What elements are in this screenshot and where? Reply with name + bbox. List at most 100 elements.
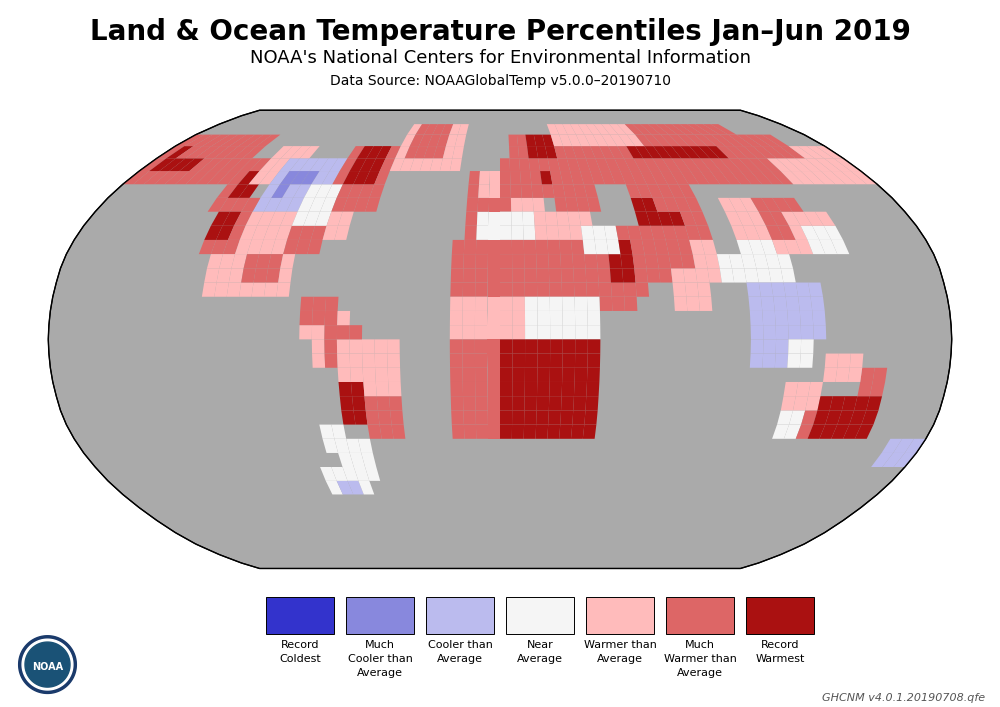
Polygon shape bbox=[701, 240, 717, 254]
Polygon shape bbox=[433, 146, 446, 158]
Polygon shape bbox=[650, 226, 666, 240]
Polygon shape bbox=[298, 198, 315, 211]
Polygon shape bbox=[627, 134, 644, 146]
Polygon shape bbox=[487, 325, 500, 339]
Polygon shape bbox=[475, 297, 488, 311]
Polygon shape bbox=[674, 198, 691, 211]
Polygon shape bbox=[542, 185, 554, 198]
Polygon shape bbox=[693, 254, 708, 269]
Polygon shape bbox=[562, 311, 575, 325]
Polygon shape bbox=[293, 185, 311, 198]
Polygon shape bbox=[855, 425, 873, 439]
Polygon shape bbox=[788, 325, 801, 339]
Polygon shape bbox=[312, 354, 325, 368]
Polygon shape bbox=[219, 254, 235, 269]
Polygon shape bbox=[380, 425, 394, 439]
Polygon shape bbox=[669, 211, 685, 226]
Polygon shape bbox=[598, 269, 611, 283]
Polygon shape bbox=[189, 158, 214, 171]
Polygon shape bbox=[512, 425, 524, 439]
Polygon shape bbox=[623, 283, 637, 297]
Polygon shape bbox=[300, 146, 320, 158]
Polygon shape bbox=[199, 240, 216, 254]
Polygon shape bbox=[341, 410, 355, 425]
Polygon shape bbox=[866, 396, 882, 410]
Polygon shape bbox=[743, 146, 767, 158]
Polygon shape bbox=[753, 134, 780, 146]
Polygon shape bbox=[322, 171, 340, 185]
Polygon shape bbox=[463, 382, 475, 396]
Polygon shape bbox=[240, 226, 257, 240]
Polygon shape bbox=[719, 158, 741, 171]
Polygon shape bbox=[476, 254, 488, 269]
Polygon shape bbox=[537, 382, 550, 396]
Polygon shape bbox=[552, 185, 565, 198]
Polygon shape bbox=[343, 467, 358, 481]
Polygon shape bbox=[269, 211, 286, 226]
Polygon shape bbox=[352, 396, 366, 410]
Polygon shape bbox=[452, 425, 465, 439]
Polygon shape bbox=[771, 283, 786, 297]
Polygon shape bbox=[500, 254, 512, 269]
Polygon shape bbox=[671, 146, 691, 158]
Polygon shape bbox=[596, 254, 610, 269]
Polygon shape bbox=[280, 254, 295, 269]
Polygon shape bbox=[579, 211, 593, 226]
Polygon shape bbox=[489, 185, 500, 198]
Polygon shape bbox=[750, 198, 770, 211]
Polygon shape bbox=[817, 396, 833, 410]
Polygon shape bbox=[428, 134, 441, 146]
Polygon shape bbox=[253, 198, 271, 211]
Polygon shape bbox=[695, 124, 720, 134]
Polygon shape bbox=[679, 124, 703, 134]
Polygon shape bbox=[500, 171, 510, 185]
Polygon shape bbox=[559, 240, 572, 254]
Polygon shape bbox=[338, 453, 354, 467]
Polygon shape bbox=[536, 254, 549, 269]
Polygon shape bbox=[741, 254, 756, 269]
Polygon shape bbox=[787, 311, 801, 325]
Polygon shape bbox=[19, 636, 76, 694]
Text: Average: Average bbox=[357, 668, 403, 678]
Polygon shape bbox=[500, 269, 512, 283]
Polygon shape bbox=[500, 382, 512, 396]
Polygon shape bbox=[576, 198, 590, 211]
Polygon shape bbox=[424, 146, 437, 158]
Polygon shape bbox=[586, 382, 599, 396]
Polygon shape bbox=[509, 146, 519, 158]
Polygon shape bbox=[834, 158, 861, 171]
Polygon shape bbox=[686, 297, 700, 311]
Polygon shape bbox=[636, 185, 652, 198]
Polygon shape bbox=[808, 240, 825, 254]
Polygon shape bbox=[841, 171, 867, 185]
Polygon shape bbox=[781, 211, 801, 226]
Polygon shape bbox=[624, 158, 640, 171]
Polygon shape bbox=[354, 467, 369, 481]
Polygon shape bbox=[369, 185, 385, 198]
Polygon shape bbox=[808, 382, 823, 396]
Polygon shape bbox=[642, 198, 657, 211]
Polygon shape bbox=[606, 240, 620, 254]
Polygon shape bbox=[476, 410, 488, 425]
Polygon shape bbox=[848, 368, 862, 382]
Text: Record: Record bbox=[281, 640, 319, 650]
Polygon shape bbox=[523, 226, 535, 240]
Polygon shape bbox=[617, 124, 635, 134]
Polygon shape bbox=[500, 339, 513, 354]
Polygon shape bbox=[475, 339, 487, 354]
Polygon shape bbox=[783, 382, 798, 396]
Polygon shape bbox=[263, 226, 280, 240]
Polygon shape bbox=[351, 382, 364, 396]
Polygon shape bbox=[524, 425, 536, 439]
Polygon shape bbox=[789, 226, 808, 240]
Polygon shape bbox=[562, 354, 575, 368]
Polygon shape bbox=[783, 283, 798, 297]
Polygon shape bbox=[725, 146, 748, 158]
Polygon shape bbox=[247, 240, 263, 254]
Polygon shape bbox=[843, 425, 861, 439]
Polygon shape bbox=[893, 439, 914, 453]
Polygon shape bbox=[557, 158, 570, 171]
Polygon shape bbox=[652, 134, 671, 146]
Polygon shape bbox=[534, 134, 545, 146]
Polygon shape bbox=[729, 254, 744, 269]
